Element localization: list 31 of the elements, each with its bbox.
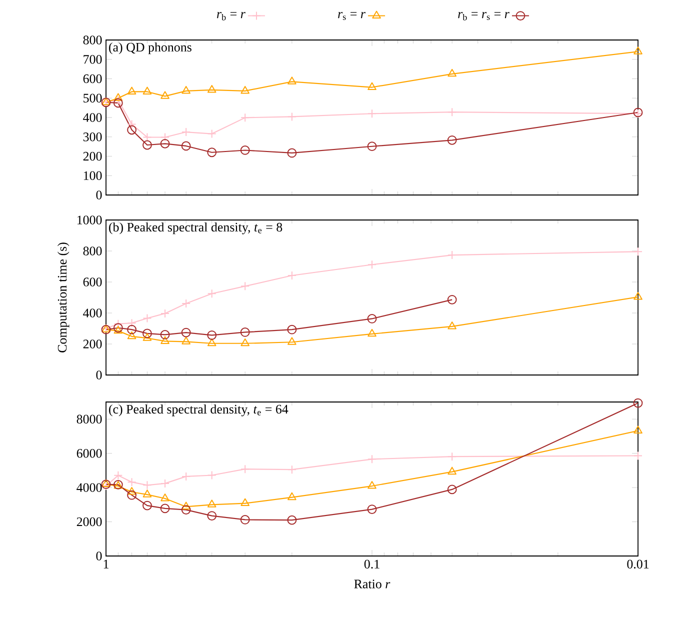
y-tick-label: 800 bbox=[83, 246, 102, 256]
y-tick-label: 0 bbox=[96, 190, 102, 200]
y-tick-label: 2000 bbox=[76, 517, 102, 526]
legend-label: r$_{b}$ = r bbox=[216, 12, 246, 20]
x-tick-label: 0.1 bbox=[364, 560, 380, 569]
y-tick-label: 100 bbox=[84, 171, 102, 180]
y-tick-label: 600 bbox=[83, 278, 102, 286]
y-tick-label: 4000 bbox=[76, 483, 102, 492]
y-tick-label: 0 bbox=[96, 552, 102, 560]
y-tick-label: 6000 bbox=[76, 448, 102, 458]
legend-label: r$_{b}$ = r$_{s}$ = r bbox=[458, 12, 510, 20]
chart-title: (c) Peaked spectral density, t$_{e}$ = 64 bbox=[109, 404, 288, 416]
x-tick-label: 1 bbox=[104, 560, 108, 568]
y-tick-label: 200 bbox=[83, 152, 102, 161]
y-tick-label: 500 bbox=[84, 94, 102, 102]
y-axis-title: Computation time (s) bbox=[57, 242, 70, 352]
y-tick-label: 400 bbox=[83, 308, 102, 318]
chart-title: (a) QD phonons bbox=[109, 42, 192, 54]
legend-label: r$_{s}$ = r bbox=[338, 12, 366, 20]
y-tick-label: 8000 bbox=[76, 414, 102, 424]
y-tick-label: 400 bbox=[83, 113, 102, 122]
chart-title: (b) Peaked spectral density, t$_{e}$ = 8 bbox=[109, 222, 282, 234]
y-tick-label: 300 bbox=[83, 132, 102, 142]
y-tick-label: 800 bbox=[83, 36, 102, 44]
y-tick-label: 0 bbox=[96, 370, 102, 380]
x-tick-label: 0.01 bbox=[627, 560, 649, 569]
y-tick-label: 600 bbox=[83, 74, 102, 84]
y-tick-label: 700 bbox=[84, 55, 102, 64]
y-tick-label: 1000 bbox=[77, 216, 102, 224]
x-axis-title: Ratio r bbox=[354, 580, 390, 588]
y-tick-label: 200 bbox=[83, 340, 102, 348]
